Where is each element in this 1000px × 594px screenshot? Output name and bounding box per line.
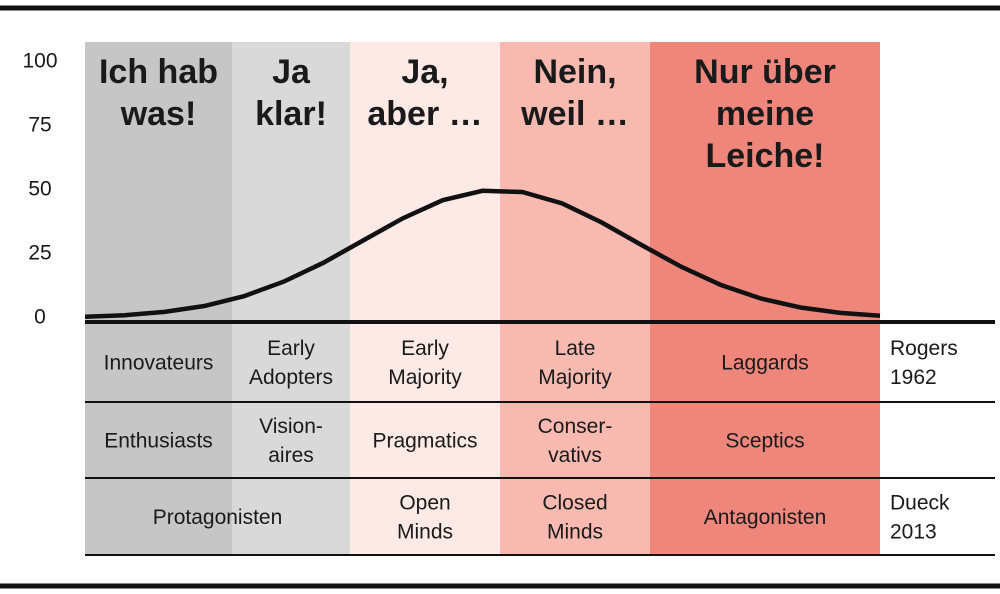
band-heading: was! — [120, 95, 197, 133]
table-cell: Sceptics — [725, 430, 804, 453]
table-cell: Pragmatics — [372, 430, 477, 453]
table-cell: Majority — [388, 366, 462, 389]
table-cell: 1962 — [890, 366, 937, 389]
y-tick-label: 0 — [34, 306, 46, 329]
band-heading: Leiche! — [705, 137, 824, 175]
band-heading: Nein, — [533, 53, 616, 91]
table-cell: Open — [399, 492, 450, 515]
bell-curve — [84, 188, 881, 319]
table-cell: Conser- — [538, 415, 613, 438]
band-heading: klar! — [255, 95, 327, 133]
table-cell: Early — [267, 337, 315, 360]
y-tick-label: 50 — [28, 178, 51, 201]
band-heading: weil … — [520, 95, 629, 133]
table-cell: Vision- — [259, 415, 323, 438]
band — [232, 42, 350, 555]
y-tick-label: 75 — [28, 114, 51, 137]
band-heading: Ich hab — [99, 53, 218, 91]
table-cell: Rogers — [890, 337, 958, 360]
table-cell: Early — [401, 337, 449, 360]
band-heading: Nur über — [694, 53, 836, 91]
table-cell: Minds — [547, 521, 603, 544]
y-tick-label: 25 — [28, 242, 51, 265]
band-heading: aber … — [367, 95, 482, 133]
band — [500, 42, 650, 555]
y-tick-label: 100 — [22, 50, 57, 73]
table-cell: Protagonisten — [153, 506, 283, 529]
table-cell: Innovateurs — [104, 352, 214, 375]
table-cell: Majority — [538, 366, 612, 389]
table-cell: Antagonisten — [704, 506, 827, 529]
table-cell: Minds — [397, 521, 453, 544]
table-cell: Closed — [542, 492, 607, 515]
table-cell: Enthusiasts — [104, 430, 213, 453]
table-cell: vativs — [548, 444, 602, 467]
table-cell: Laggards — [721, 352, 809, 375]
table-cell: 2013 — [890, 521, 937, 544]
table-cell: Adopters — [249, 366, 333, 389]
band-heading: Ja — [272, 53, 311, 91]
band-heading: meine — [716, 95, 814, 133]
band — [350, 42, 500, 555]
table-cell: Dueck — [890, 492, 950, 515]
band — [85, 42, 232, 555]
table-cell: aires — [268, 444, 314, 467]
band-heading: Ja, — [401, 53, 448, 91]
table-cell: Late — [555, 337, 596, 360]
